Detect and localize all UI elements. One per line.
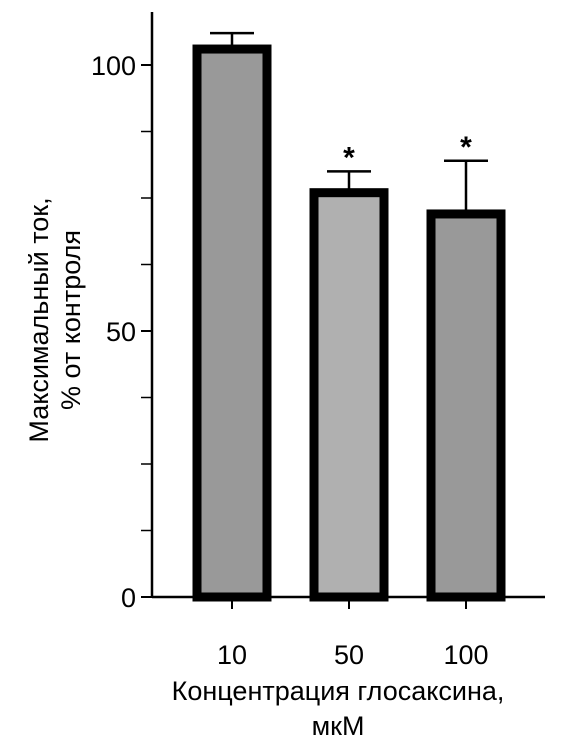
bar <box>309 188 389 602</box>
x-tick-label: 100 <box>443 640 488 670</box>
x-axis-title-line2: мкМ <box>312 711 365 741</box>
y-tick-label: 50 <box>106 317 136 347</box>
y-tick-label: 0 <box>121 583 136 613</box>
x-ticks: 10 50 100 <box>217 597 489 670</box>
bar <box>426 209 506 602</box>
y-axis-title-line2: % от контроля <box>56 230 86 410</box>
significance-marker: * <box>460 131 472 164</box>
x-axis-title-line1: Концентрация глосаксина, <box>172 676 505 706</box>
x-tick-label: 10 <box>217 640 247 670</box>
y-axis-title-line1: Максимальный ток, <box>24 197 54 442</box>
y-ticks: 0 50 100 <box>91 51 152 613</box>
x-tick-label: 50 <box>334 640 364 670</box>
significance-marker: * <box>343 141 355 174</box>
y-tick-label: 100 <box>91 51 136 81</box>
bar <box>192 44 272 602</box>
bars: * * <box>192 31 506 602</box>
